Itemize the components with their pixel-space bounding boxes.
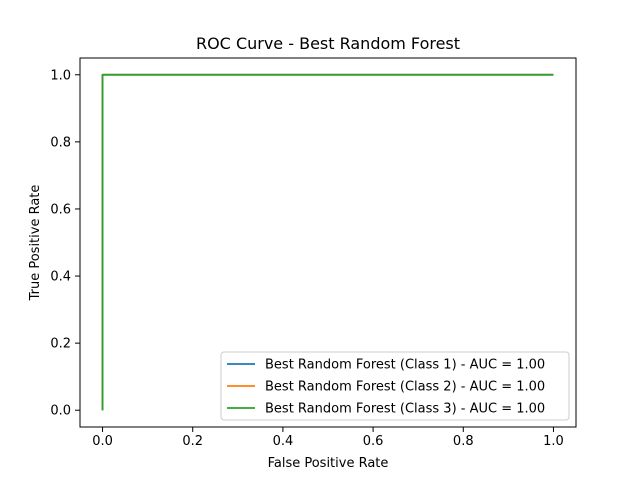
- legend-box: [220, 351, 570, 421]
- tick-layer: 0.0 0.2 0.4 0.6 0.8 1.0 0.0 0.2 0.4 0.6 0.8 1.0: [50, 68, 563, 449]
- y-tick-label: 0.2: [50, 337, 71, 352]
- x-tick-label: 1.0: [543, 434, 564, 449]
- x-axis-label: False Positive Rate: [268, 456, 389, 471]
- x-tick-label: 0.2: [182, 434, 203, 449]
- legend-label-class-2: Best Random Forest (Class 2) - AUC = 1.0…: [265, 380, 545, 395]
- chart-title: ROC Curve - Best Random Forest: [196, 34, 460, 53]
- legend: Best Random Forest (Class 1) - AUC = 1.0…: [220, 351, 570, 421]
- x-tick-label: 0.4: [273, 434, 294, 449]
- series-layer: [101, 73, 554, 411]
- x-tick-label: 0.8: [453, 434, 474, 449]
- y-axis-label: True Positive Rate: [28, 185, 43, 302]
- y-tick-label: 0.4: [50, 270, 71, 285]
- x-tick-label: 0.0: [92, 434, 113, 449]
- y-tick-label: 0.6: [50, 202, 71, 217]
- legend-label-class-3: Best Random Forest (Class 3) - AUC = 1.0…: [265, 402, 545, 417]
- y-tick-label: 0.8: [50, 135, 71, 150]
- series-line-class-3: [101, 73, 554, 411]
- y-tick-label: 0.0: [50, 404, 71, 419]
- axes-frame: [79, 57, 577, 428]
- legend-label-class-1: Best Random Forest (Class 1) - AUC = 1.0…: [265, 358, 545, 373]
- x-tick-label: 0.6: [363, 434, 384, 449]
- y-tick-label: 1.0: [50, 68, 71, 83]
